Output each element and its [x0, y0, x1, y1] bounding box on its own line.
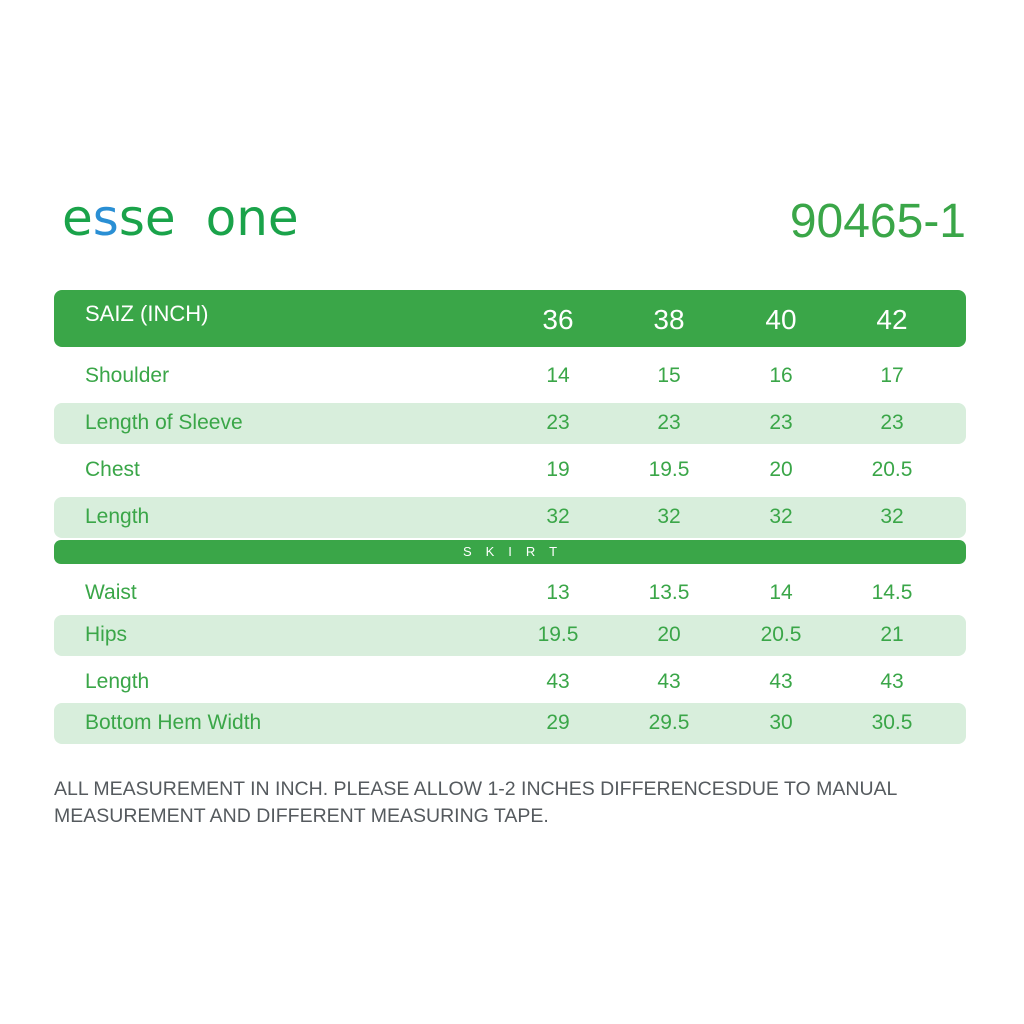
row-label: Length — [85, 670, 150, 693]
cell: 14 — [546, 364, 570, 387]
table-row: Length of Sleeve 23 23 23 23 — [54, 403, 966, 444]
cell: 43 — [546, 670, 570, 693]
cell: 14 — [769, 581, 793, 604]
table-row: Waist 13 13.5 14 14.5 — [54, 573, 966, 614]
cell: 32 — [546, 505, 570, 528]
row-label: Bottom Hem Width — [85, 711, 262, 734]
cell: 13 — [546, 581, 570, 604]
cell: 32 — [769, 505, 793, 528]
row-label: Length of Sleeve — [85, 411, 243, 434]
cell: 29.5 — [648, 711, 690, 734]
table-row: Hips 19.5 20 20.5 21 — [54, 615, 966, 656]
note-line-2: MEASUREMENT AND DIFFERENT MEASURING TAPE… — [54, 805, 549, 827]
cell: 21 — [880, 623, 904, 646]
product-code: 90465-1 — [789, 195, 966, 248]
cell: 43 — [657, 670, 681, 693]
cell: 29 — [546, 711, 570, 734]
row-label: Chest — [85, 458, 140, 481]
table-header-row: SAIZ (INCH) 36 38 40 42 — [54, 290, 966, 347]
size-chart-table: SAIZ (INCH) 36 38 40 42 Shoulder 14 15 1… — [54, 290, 966, 744]
row-label: Shoulder — [85, 364, 170, 387]
cell: 19.5 — [648, 458, 690, 481]
cell: 13.5 — [648, 581, 690, 604]
cell: 15 — [657, 364, 681, 387]
cell: 20.5 — [760, 623, 802, 646]
cell: 19.5 — [537, 623, 579, 646]
cell: 30.5 — [871, 711, 913, 734]
size-header: 36 — [542, 304, 574, 335]
brand-text-one: one — [205, 189, 299, 247]
skirt-section-header: SKIRT — [54, 540, 966, 564]
table-row: Shoulder 14 15 16 17 — [54, 356, 966, 397]
brand-logo: esse one — [62, 188, 299, 248]
brand-text-se: se — [118, 189, 176, 247]
size-header: 42 — [876, 304, 908, 335]
brand-text-e: e — [62, 189, 93, 247]
cell: 19 — [546, 458, 570, 481]
row-label: Length — [85, 505, 150, 528]
brand-text-s-blue: s — [92, 189, 119, 247]
table-row: Length 32 32 32 32 — [54, 497, 966, 538]
size-header: 38 — [653, 304, 685, 335]
table-row: Bottom Hem Width 29 29.5 30 30.5 — [54, 703, 966, 744]
row-label: Hips — [85, 623, 128, 646]
cell: 32 — [880, 505, 904, 528]
cell: 23 — [880, 411, 904, 434]
size-header: 40 — [765, 304, 797, 335]
size-header-label: SAIZ (INCH) — [85, 301, 209, 326]
cell: 14.5 — [871, 581, 913, 604]
table-row: Length 43 43 43 43 — [54, 662, 966, 703]
cell: 20.5 — [871, 458, 913, 481]
cell: 20 — [657, 623, 681, 646]
cell: 30 — [769, 711, 793, 734]
note-line-1: ALL MEASUREMENT IN INCH. PLEASE ALLOW 1-… — [54, 778, 898, 800]
cell: 43 — [769, 670, 793, 693]
cell: 16 — [769, 364, 793, 387]
cell: 20 — [769, 458, 793, 481]
table-row: Chest 19 19.5 20 20.5 — [54, 450, 966, 491]
cell: 23 — [657, 411, 681, 434]
cell: 17 — [880, 364, 904, 387]
measurement-note: ALL MEASUREMENT IN INCH. PLEASE ALLOW 1-… — [54, 776, 974, 830]
row-label: Waist — [85, 581, 137, 604]
cell: 23 — [769, 411, 793, 434]
cell: 32 — [657, 505, 681, 528]
cell: 43 — [880, 670, 904, 693]
cell: 23 — [546, 411, 570, 434]
